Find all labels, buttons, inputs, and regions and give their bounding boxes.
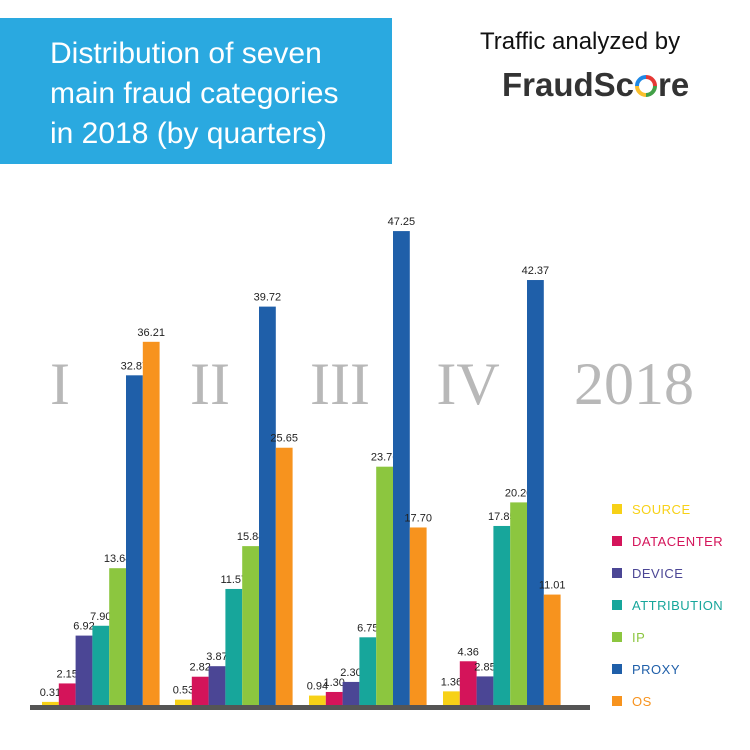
quarter-label: IV — [436, 351, 499, 417]
data-label: 36.21 — [137, 327, 165, 339]
bar — [225, 588, 243, 705]
legend-label: SOURCE — [632, 501, 691, 517]
legend-swatch — [612, 504, 622, 514]
legend-swatch — [612, 696, 622, 706]
quarter-label: I — [50, 351, 70, 417]
brand-name-suffix: re — [658, 66, 690, 103]
bar — [527, 280, 544, 705]
quarter-label: III — [310, 351, 370, 417]
bar — [242, 546, 259, 705]
bar — [376, 466, 393, 705]
data-label: 3.87 — [206, 651, 227, 663]
data-label: 11.57 — [220, 574, 247, 586]
data-label: 1.30 — [323, 677, 344, 689]
legend-swatch — [612, 568, 622, 578]
data-label: 2.15 — [56, 668, 77, 680]
data-label: 32.87 — [121, 360, 149, 372]
bar — [75, 635, 93, 705]
chart-title-line-1: Distribution of seven — [50, 37, 322, 70]
x-axis-line — [30, 705, 590, 710]
chart-title-line-2: main fraud categories — [50, 77, 339, 110]
brand-logo: FraudSc re — [502, 66, 689, 104]
data-label: 47.25 — [388, 216, 416, 228]
bar — [459, 661, 477, 705]
legend-swatch — [612, 536, 622, 546]
data-label: 42.37 — [522, 265, 550, 277]
title-box: Distribution of seven main fraud categor… — [0, 18, 392, 164]
brand-o-icon — [634, 68, 658, 106]
data-label: 25.65 — [270, 433, 298, 445]
legend-label: ATTRIBUTION — [632, 597, 724, 613]
legend-label: DATACENTER — [632, 533, 724, 549]
data-label: 7.90 — [90, 611, 111, 623]
legend-item: DEVICE — [612, 557, 723, 589]
data-label: 6.75 — [357, 622, 378, 634]
bar — [359, 637, 377, 705]
bar — [92, 625, 110, 705]
legend-swatch — [612, 632, 622, 642]
bar — [443, 691, 460, 705]
data-label: 17.70 — [404, 512, 432, 524]
data-label: 0.94 — [307, 681, 328, 693]
legend-item: PROXY — [612, 653, 723, 685]
legend-item: DATACENTER — [612, 525, 723, 557]
data-label: 13.64 — [104, 553, 132, 565]
legend-swatch — [612, 600, 622, 610]
legend-item: ATTRIBUTION — [612, 589, 723, 621]
bar — [409, 527, 427, 705]
chart-legend: SOURCE DATACENTER DEVICE ATTRIBUTION IP PROXY… — [612, 493, 723, 717]
legend-item: OS — [612, 685, 723, 717]
bar — [493, 525, 511, 705]
bar — [126, 375, 143, 705]
data-label: 1.36 — [441, 676, 462, 688]
year-label: 2018 — [574, 351, 694, 417]
bar — [275, 447, 293, 705]
traffic-analyzed-label: Traffic analyzed by — [480, 28, 681, 55]
data-label: 15.84 — [237, 531, 265, 543]
bar — [259, 306, 276, 705]
bar — [543, 594, 561, 705]
data-label: 2.82 — [189, 662, 210, 674]
legend-label: DEVICE — [632, 565, 684, 581]
bar — [42, 701, 59, 705]
bar — [342, 681, 360, 705]
bar — [208, 666, 226, 705]
data-label: 6.92 — [73, 621, 94, 633]
data-label: 39.72 — [254, 292, 282, 304]
data-label: 11.01 — [539, 580, 566, 592]
data-label: 20.20 — [505, 487, 533, 499]
legend-label: OS — [632, 693, 652, 709]
data-label: 0.53 — [173, 685, 194, 697]
legend-item: IP — [612, 621, 723, 653]
legend-swatch — [612, 664, 622, 674]
bar — [309, 695, 326, 705]
bar — [191, 676, 209, 705]
bar — [476, 676, 494, 705]
bar — [325, 691, 343, 705]
legend-label: PROXY — [632, 661, 681, 677]
data-label: 0.31 — [40, 687, 61, 699]
data-label: 23.76 — [371, 452, 399, 464]
bar — [109, 568, 126, 705]
data-label: 4.36 — [457, 646, 478, 658]
legend-item: SOURCE — [612, 493, 723, 525]
bar — [58, 683, 76, 705]
bar — [393, 231, 410, 705]
data-label: 17.85 — [488, 511, 516, 523]
bar — [510, 502, 527, 705]
chart-title-line-3: in 2018 (by quarters) — [50, 117, 327, 150]
brand-name-prefix: FraudSc — [502, 66, 635, 103]
bar — [175, 699, 192, 705]
legend-label: IP — [632, 629, 646, 645]
data-label: 2.85 — [474, 661, 495, 673]
bar — [142, 341, 160, 705]
data-label: 2.30 — [340, 667, 361, 679]
quarter-label: II — [190, 351, 230, 417]
